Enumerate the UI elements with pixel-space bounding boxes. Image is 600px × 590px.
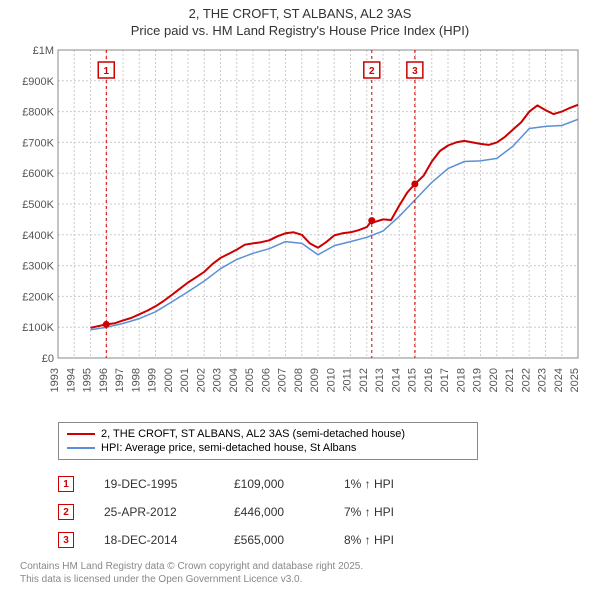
legend-item: HPI: Average price, semi-detached house,… [67, 441, 469, 455]
svg-text:2022: 2022 [520, 368, 532, 392]
svg-text:2010: 2010 [325, 368, 337, 392]
svg-text:1996: 1996 [98, 368, 110, 392]
svg-text:£800K: £800K [22, 107, 54, 119]
table-row: 2 25-APR-2012 £446,000 7% ↑ HPI [58, 498, 590, 526]
svg-text:2009: 2009 [309, 368, 321, 392]
svg-text:2: 2 [369, 66, 375, 77]
svg-text:1997: 1997 [114, 368, 126, 392]
svg-text:2002: 2002 [195, 368, 207, 392]
svg-text:£700K: £700K [22, 137, 54, 149]
svg-text:2005: 2005 [244, 368, 256, 392]
transaction-price: £109,000 [234, 477, 314, 491]
svg-text:£900K: £900K [22, 76, 54, 88]
footer-attribution: Contains HM Land Registry data © Crown c… [20, 560, 590, 586]
svg-text:2017: 2017 [439, 368, 451, 392]
svg-text:2012: 2012 [358, 368, 370, 392]
svg-text:£500K: £500K [22, 199, 54, 211]
svg-text:2021: 2021 [504, 368, 516, 392]
chart-title-line2: Price paid vs. HM Land Registry's House … [10, 23, 590, 38]
svg-text:2014: 2014 [390, 368, 402, 392]
legend-label: HPI: Average price, semi-detached house,… [101, 442, 356, 454]
legend-swatch [67, 447, 95, 449]
transaction-date: 18-DEC-2014 [104, 533, 204, 547]
svg-text:2003: 2003 [212, 368, 224, 392]
transaction-marker: 3 [58, 532, 74, 548]
table-row: 1 19-DEC-1995 £109,000 1% ↑ HPI [58, 470, 590, 498]
transaction-price: £565,000 [234, 533, 314, 547]
transaction-marker: 1 [58, 476, 74, 492]
svg-text:2007: 2007 [277, 368, 289, 392]
transaction-date: 19-DEC-1995 [104, 477, 204, 491]
transaction-hpi: 7% ↑ HPI [344, 505, 424, 519]
svg-text:1998: 1998 [130, 368, 142, 392]
footer-line: Contains HM Land Registry data © Crown c… [20, 560, 590, 573]
transaction-hpi: 1% ↑ HPI [344, 477, 424, 491]
svg-text:2008: 2008 [293, 368, 305, 392]
svg-text:1999: 1999 [147, 368, 159, 392]
svg-text:2013: 2013 [374, 368, 386, 392]
svg-text:2006: 2006 [260, 368, 272, 392]
svg-text:2024: 2024 [553, 368, 565, 392]
svg-text:£600K: £600K [22, 168, 54, 180]
svg-text:£300K: £300K [22, 261, 54, 273]
svg-text:2023: 2023 [537, 368, 549, 392]
transaction-marker: 2 [58, 504, 74, 520]
svg-text:£1M: £1M [33, 45, 54, 57]
legend: 2, THE CROFT, ST ALBANS, AL2 3AS (semi-d… [58, 422, 478, 460]
svg-text:2020: 2020 [488, 368, 500, 392]
svg-text:£100K: £100K [22, 322, 54, 334]
svg-text:2016: 2016 [423, 368, 435, 392]
footer-line: This data is licensed under the Open Gov… [20, 573, 590, 586]
svg-text:1995: 1995 [82, 368, 94, 392]
svg-text:2011: 2011 [342, 368, 354, 392]
legend-swatch [67, 433, 95, 435]
legend-label: 2, THE CROFT, ST ALBANS, AL2 3AS (semi-d… [101, 428, 405, 440]
svg-text:2004: 2004 [228, 368, 240, 392]
transaction-hpi: 8% ↑ HPI [344, 533, 424, 547]
transactions-table: 1 19-DEC-1995 £109,000 1% ↑ HPI 2 25-APR… [58, 470, 590, 554]
legend-item: 2, THE CROFT, ST ALBANS, AL2 3AS (semi-d… [67, 427, 469, 441]
svg-text:2000: 2000 [163, 368, 175, 392]
svg-text:£200K: £200K [22, 291, 54, 303]
svg-text:2001: 2001 [179, 368, 191, 392]
chart-plot: £0 £100K £200K £300K £400K £500K £600K £700K £80… [10, 44, 590, 414]
svg-text:£400K: £400K [22, 230, 54, 242]
chart-title-line1: 2, THE CROFT, ST ALBANS, AL2 3AS [10, 6, 590, 21]
chart-container: 2, THE CROFT, ST ALBANS, AL2 3AS Price p… [0, 0, 600, 590]
svg-text:3: 3 [412, 66, 418, 77]
svg-text:2025: 2025 [569, 368, 581, 392]
svg-text:£0: £0 [42, 353, 54, 365]
transaction-date: 25-APR-2012 [104, 505, 204, 519]
svg-text:1993: 1993 [49, 368, 61, 392]
svg-text:1: 1 [103, 66, 109, 77]
transaction-price: £446,000 [234, 505, 314, 519]
table-row: 3 18-DEC-2014 £565,000 8% ↑ HPI [58, 526, 590, 554]
svg-text:1994: 1994 [65, 368, 77, 392]
svg-text:2015: 2015 [407, 368, 419, 392]
svg-text:2019: 2019 [472, 368, 484, 392]
svg-text:2018: 2018 [455, 368, 467, 392]
